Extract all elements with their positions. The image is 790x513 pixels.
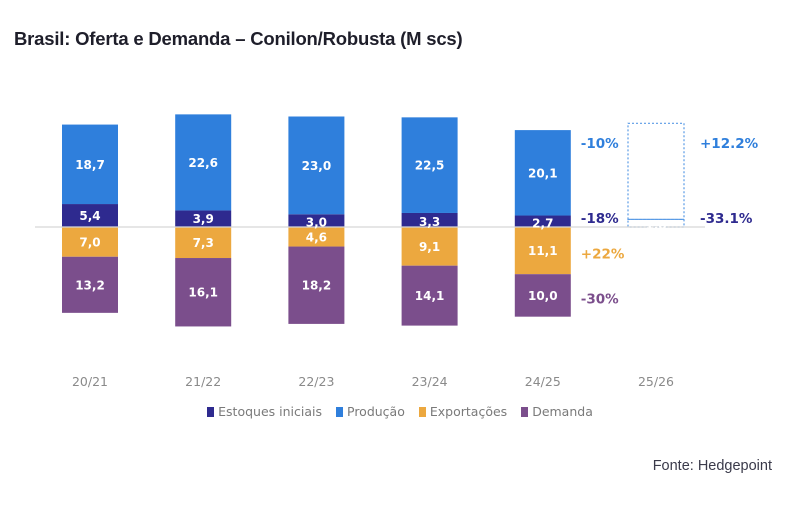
bar-demanda-23-24 [401, 265, 458, 326]
bar-estoques-iniciais-22-23 [288, 214, 345, 227]
x-tick-label-21-22: 21/22 [185, 374, 221, 389]
data-label-producao-25-26: 22,6 [641, 165, 671, 179]
legend-label: Demanda [532, 404, 593, 419]
data-label-demanda-22-23: 18,2 [302, 279, 332, 293]
bar-producao-23-24 [401, 117, 458, 213]
chart-plot-area: 5,4 18,7 7,0 13,2 3,9 22,6 7,3 16,1 3,0 23,0 4,6 18… [35, 114, 759, 389]
bar-demanda-21-22 [175, 258, 232, 327]
data-label-exportacoes-22-23: 4,6 [306, 230, 327, 244]
data-label-producao-24-25: 20,1 [528, 166, 558, 180]
bar-producao-21-22 [175, 114, 232, 211]
bar-demanda-24-25 [514, 274, 571, 317]
data-label-estoques-iniciais-24-25: 2,7 [532, 216, 553, 230]
bar-estoques-iniciais-24-25 [514, 215, 571, 227]
bar-estoques-iniciais-21-22 [175, 210, 232, 227]
bar-demanda-20-21 [62, 256, 118, 313]
bar-estoques-iniciais-23-24 [401, 212, 458, 227]
bar-exportacoes-24-25 [514, 227, 571, 275]
annotation-exportacoes-24-25: +22% [581, 247, 625, 263]
data-label-demanda-23-24: 14,1 [415, 289, 445, 303]
bar-exportacoes-23-24 [401, 227, 458, 266]
data-label-demanda-24-25: 10,0 [528, 289, 558, 303]
data-label-estoques-iniciais-20-21: 5,4 [79, 209, 100, 223]
legend-label: Produção [347, 404, 405, 419]
chart-legend: Estoques iniciais Produção Exportações Dema… [0, 404, 790, 419]
legend-item-demanda: Demanda [521, 404, 593, 419]
annotation-estoques-iniciais-25-26: -33.1% [700, 211, 753, 227]
data-label-exportacoes-20-21: 7,0 [79, 235, 100, 249]
bar-estoques-iniciais-20-21 [62, 204, 118, 227]
data-label-exportacoes-24-25: 11,1 [528, 244, 558, 258]
x-tick-label-22-23: 22/23 [298, 374, 334, 389]
legend-item-estoques-iniciais: Estoques iniciais [207, 404, 322, 419]
annotation-demanda-24-25: -30% [581, 291, 619, 307]
source-note: Fonte: Hedgepoint [652, 458, 772, 474]
x-tick-label-24-25: 24/25 [525, 374, 561, 389]
bar-producao-24-25 [514, 130, 571, 216]
bar-exportacoes-21-22 [175, 227, 232, 259]
data-label-estoques-iniciais-22-23: 3,0 [306, 216, 327, 230]
data-label-exportacoes-23-24: 9,1 [419, 240, 440, 254]
x-tick-label-25-26: 25/26 [638, 374, 674, 389]
bar-producao-20-21 [62, 124, 118, 205]
data-label-producao-20-21: 18,7 [75, 158, 105, 172]
chart-title: Brasil: Oferta e Demanda – Conilon/Robus… [14, 28, 463, 49]
annotation-producao-25-26: +12.2% [700, 136, 759, 152]
data-label-exportacoes-21-22: 7,3 [193, 236, 214, 250]
x-tick-label-20-21: 20/21 [72, 374, 108, 389]
data-label-producao-21-22: 22,6 [188, 156, 218, 170]
legend-label: Estoques iniciais [218, 404, 322, 419]
data-label-producao-22-23: 23,0 [302, 159, 332, 173]
data-label-estoques-iniciais-21-22: 3,9 [193, 212, 214, 226]
data-label-estoques-iniciais-25-26: 1,8 [645, 218, 666, 232]
legend-item-producao: Produção [336, 404, 405, 419]
annotation-producao-24-25: -10% [581, 136, 619, 152]
legend-swatch-producao [336, 406, 343, 417]
legend-swatch-estoques-iniciais [207, 406, 215, 417]
legend-item-exportacoes: Exportações [418, 404, 508, 419]
data-label-estoques-iniciais-23-24: 3,3 [419, 215, 440, 229]
bar-exportacoes-20-21 [62, 227, 118, 257]
x-tick-label-23-24: 23/24 [412, 374, 448, 389]
bar-producao-22-23 [288, 116, 345, 215]
annotation-estoques-iniciais-24-25: -18% [581, 211, 619, 227]
data-label-demanda-21-22: 16,1 [188, 286, 218, 300]
bar-producao-25-26 [627, 122, 685, 220]
legend-swatch-exportacoes [418, 406, 426, 417]
data-label-demanda-20-21: 13,2 [75, 278, 105, 292]
legend-swatch-demanda [521, 406, 529, 417]
bar-demanda-22-23 [288, 246, 345, 324]
bar-exportacoes-22-23 [288, 227, 345, 247]
data-label-producao-23-24: 22,5 [415, 159, 445, 173]
legend-label: Exportações [429, 404, 508, 419]
